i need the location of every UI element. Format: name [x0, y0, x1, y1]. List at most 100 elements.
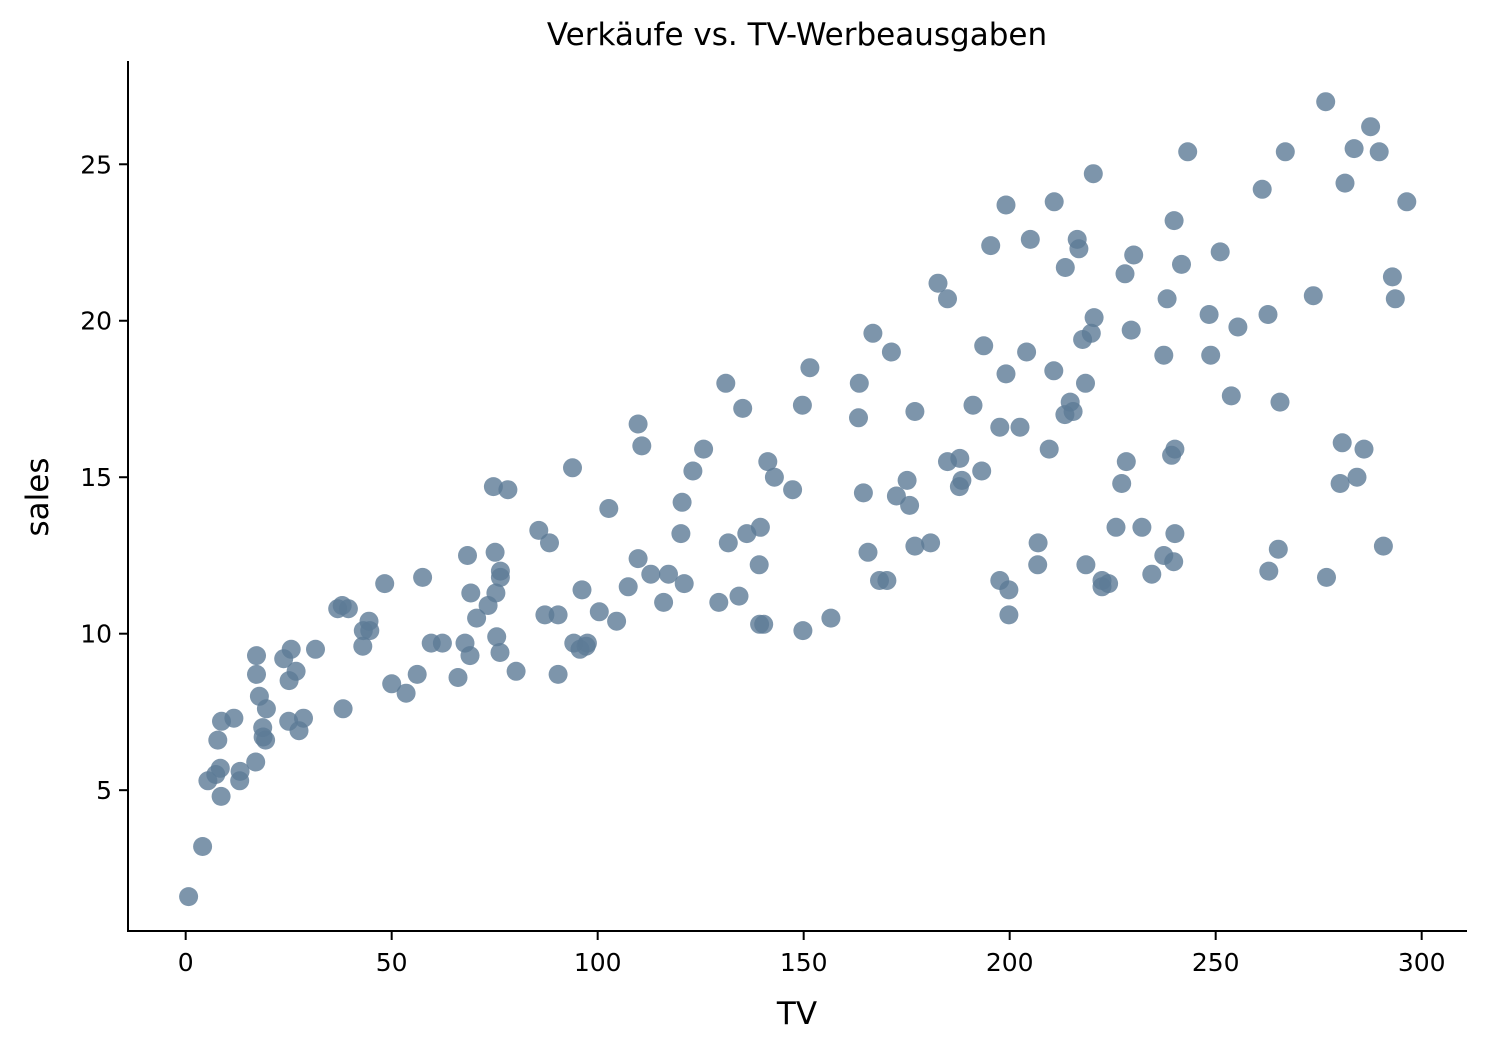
data-point	[950, 448, 970, 468]
data-point	[996, 364, 1016, 384]
data-point	[1112, 474, 1132, 493]
data-point	[849, 408, 868, 428]
points-layer	[179, 92, 1417, 907]
data-point	[764, 467, 784, 487]
data-point	[338, 599, 358, 619]
data-point	[535, 605, 555, 625]
data-point	[963, 395, 983, 415]
data-point	[905, 536, 925, 556]
data-point	[1316, 92, 1336, 112]
data-point	[709, 592, 729, 612]
data-point	[1055, 258, 1075, 277]
data-point	[1303, 286, 1323, 306]
data-point	[1270, 392, 1290, 412]
data-point	[460, 646, 480, 666]
data-point	[928, 273, 948, 293]
data-point	[208, 730, 228, 750]
data-point	[247, 664, 266, 684]
y-axis-label: sales	[20, 458, 56, 537]
data-point	[1165, 524, 1185, 544]
data-point	[877, 571, 897, 590]
data-point	[996, 195, 1016, 215]
data-point	[999, 605, 1019, 625]
data-point	[1020, 229, 1040, 249]
data-point	[210, 758, 230, 778]
data-point	[938, 289, 957, 309]
data-point	[849, 373, 869, 393]
data-point	[632, 436, 652, 456]
data-point	[749, 555, 769, 575]
data-point	[659, 564, 678, 584]
data-point	[1081, 323, 1101, 343]
data-point	[548, 605, 568, 625]
data-point	[1258, 305, 1278, 324]
x-tick-label: 50	[376, 948, 408, 977]
data-point	[952, 470, 972, 490]
data-point	[886, 486, 906, 506]
data-point	[467, 608, 487, 628]
data-point	[1010, 417, 1030, 437]
data-point	[750, 517, 770, 537]
data-point	[540, 533, 559, 553]
x-axis-label: TV	[776, 996, 817, 1032]
data-point	[1221, 386, 1241, 406]
data-point	[981, 236, 1001, 256]
data-point	[628, 414, 648, 434]
data-point	[999, 580, 1019, 600]
data-point	[1164, 211, 1184, 231]
data-point	[1099, 574, 1119, 594]
data-point	[1201, 345, 1221, 365]
data-point	[718, 533, 738, 553]
y-tick-label: 25	[80, 150, 112, 179]
data-point	[572, 580, 592, 600]
data-point	[1084, 308, 1104, 328]
data-point	[1076, 555, 1096, 575]
data-point	[396, 683, 416, 703]
data-point	[1164, 552, 1184, 572]
x-tick-label: 150	[780, 948, 828, 977]
data-point	[179, 887, 199, 907]
data-point	[1382, 267, 1402, 287]
data-point	[1154, 345, 1174, 365]
data-point	[485, 542, 505, 562]
data-point	[683, 461, 703, 481]
data-point	[589, 602, 609, 622]
data-point	[654, 592, 674, 612]
data-point	[506, 661, 526, 681]
data-point	[641, 564, 661, 584]
data-point	[483, 477, 503, 497]
data-point	[490, 643, 510, 662]
data-point	[1044, 361, 1064, 381]
data-point	[1252, 179, 1272, 199]
data-point	[563, 458, 582, 478]
data-point	[758, 452, 778, 472]
x-tick-label: 0	[178, 948, 194, 977]
data-point	[224, 708, 244, 728]
data-point	[628, 549, 648, 569]
data-point	[905, 402, 925, 421]
y-tick-label: 15	[80, 463, 112, 492]
data-point	[1332, 433, 1352, 453]
data-point	[972, 461, 992, 481]
data-point	[353, 636, 373, 656]
data-point	[792, 395, 812, 415]
data-point	[729, 586, 749, 606]
x-tick-label: 200	[986, 948, 1034, 977]
data-point	[672, 492, 692, 512]
data-point	[1039, 439, 1059, 459]
y-ticks: 5 10 15 20 25	[80, 150, 128, 805]
data-point	[858, 542, 878, 562]
data-point	[694, 439, 714, 459]
data-point	[821, 608, 841, 628]
data-point	[1165, 439, 1185, 459]
data-point	[486, 583, 506, 603]
data-point	[1142, 564, 1162, 584]
data-point	[1115, 264, 1135, 284]
data-point	[1354, 439, 1374, 459]
data-point	[921, 533, 941, 553]
data-point	[498, 480, 518, 500]
data-point	[607, 611, 627, 631]
data-point	[256, 730, 276, 750]
data-point	[1335, 173, 1355, 193]
data-point	[800, 358, 820, 378]
